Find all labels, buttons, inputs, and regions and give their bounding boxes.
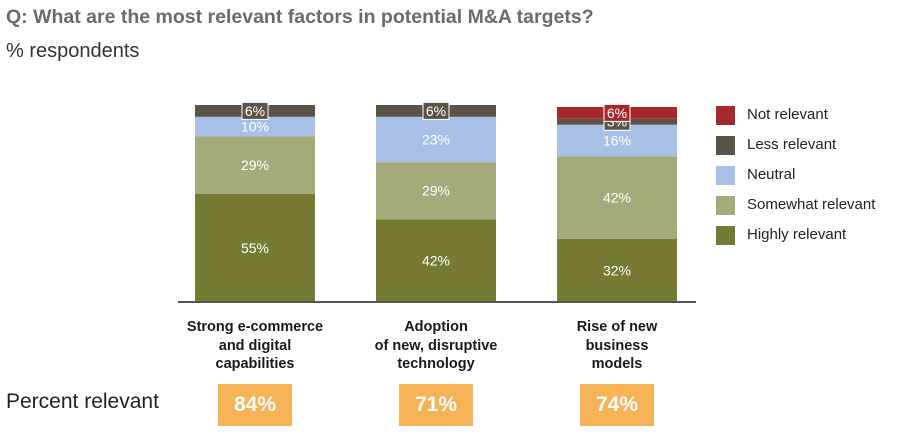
legend-swatch-not-relevant xyxy=(716,106,735,125)
chart-subtitle: % respondents xyxy=(6,40,140,62)
chart-title: Q: What are the most relevant factors in… xyxy=(6,6,594,28)
legend-label-less-relevant: Less relevant xyxy=(747,136,837,153)
category-label-line: technology xyxy=(397,356,475,372)
legend-swatch-somewhat-relevant xyxy=(716,196,735,215)
data-label-highly-relevant-ecommerce: 55% xyxy=(241,240,269,256)
data-label-neutral-ecommerce: 10% xyxy=(241,119,269,135)
category-label-ecommerce: Strong e-commerce and digital capabiliti… xyxy=(155,318,355,374)
category-label-line: Strong e-commerce xyxy=(186,319,324,335)
percent-relevant-value-ecommerce: 84% xyxy=(218,384,292,426)
bar-segment-somewhat-relevant-disruptive-tech xyxy=(376,162,496,220)
legend-label-somewhat-relevant: Somewhat relevant xyxy=(747,196,876,213)
category-label-line: Adoption xyxy=(404,319,468,335)
data-label-not-relevant-business-models: 6% xyxy=(607,105,627,121)
data-label-somewhat-relevant-disruptive-tech: 29% xyxy=(422,183,450,199)
bar-segment-neutral-ecommerce xyxy=(195,116,315,137)
bar-segment-somewhat-relevant-ecommerce xyxy=(195,136,315,194)
data-label-less-relevant-disruptive-tech: 6% xyxy=(426,103,446,119)
legend-swatch-less-relevant xyxy=(716,136,735,155)
category-label-line: of new, disruptive xyxy=(374,337,498,354)
data-label-box-less-relevant-ecommerce xyxy=(241,101,269,120)
category-label-line: business xyxy=(585,337,649,354)
data-label-somewhat-relevant-business-models: 42% xyxy=(603,190,631,206)
data-label-box-not-relevant-business-models xyxy=(603,103,631,122)
data-label-neutral-business-models: 16% xyxy=(603,132,631,148)
legend-label-highly-relevant: Highly relevant xyxy=(747,226,847,243)
category-label-line: and digital xyxy=(218,337,292,354)
data-label-highly-relevant-business-models: 32% xyxy=(603,262,631,278)
category-label-line: models xyxy=(591,356,643,372)
category-label-business-models: Rise of new business models xyxy=(517,318,717,374)
data-label-box-less-relevant-disruptive-tech xyxy=(422,101,450,120)
bars-layer: 55%29%10%6%42%29%23%6%32%42%16%3%6% xyxy=(195,101,677,302)
legend-swatch-highly-relevant xyxy=(716,226,735,245)
bar-segment-neutral-disruptive-tech xyxy=(376,116,496,163)
category-label-line: Rise of new xyxy=(576,319,658,335)
percent-relevant-value-disruptive-tech: 71% xyxy=(399,384,473,426)
bar-segment-highly-relevant-disruptive-tech xyxy=(376,219,496,302)
percent-relevant-label: Percent relevant xyxy=(6,390,159,413)
category-label-disruptive-tech: Adoption of new, disruptive technology xyxy=(336,318,536,374)
category-label-line: capabilities xyxy=(215,356,295,372)
legend-swatch-neutral xyxy=(716,166,735,185)
data-label-neutral-disruptive-tech: 23% xyxy=(422,131,450,147)
bar-segment-highly-relevant-ecommerce xyxy=(195,193,315,302)
bar-segment-somewhat-relevant-business-models xyxy=(557,156,677,239)
legend-label-not-relevant: Not relevant xyxy=(747,106,828,123)
data-label-highly-relevant-disruptive-tech: 42% xyxy=(422,253,450,269)
percent-relevant-value-business-models: 74% xyxy=(580,384,654,426)
data-label-somewhat-relevant-ecommerce: 29% xyxy=(241,157,269,173)
bar-segment-highly-relevant-business-models xyxy=(557,238,677,302)
data-label-less-relevant-ecommerce: 6% xyxy=(245,103,265,119)
legend-label-neutral: Neutral xyxy=(747,166,796,183)
